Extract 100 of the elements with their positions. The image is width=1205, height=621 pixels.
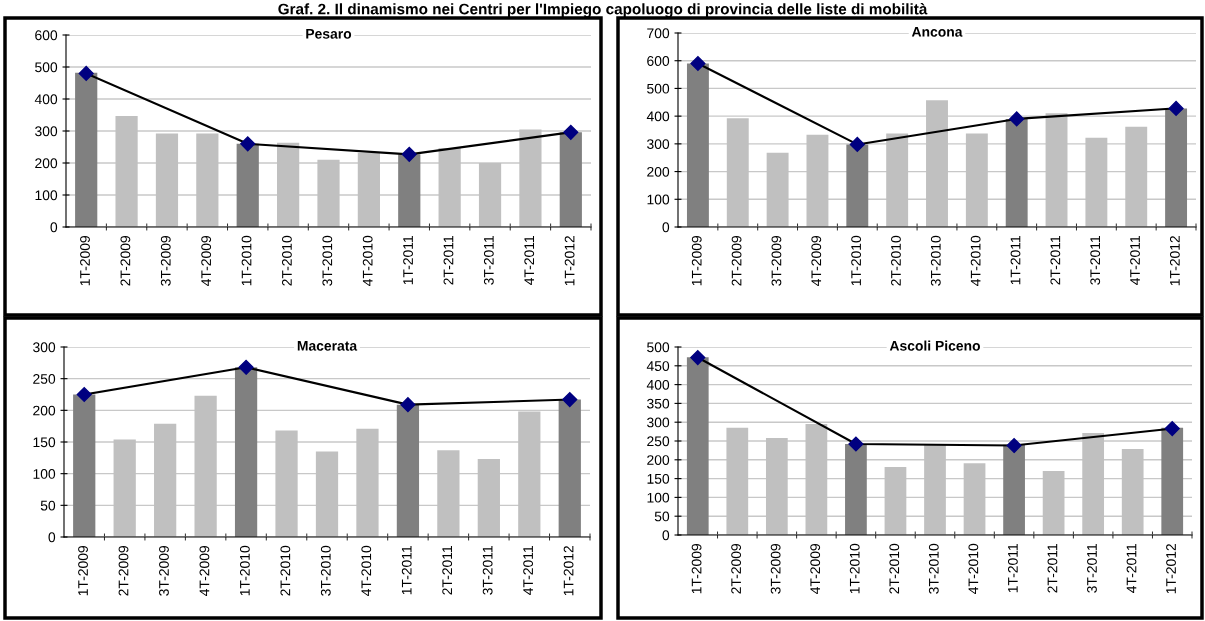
y-tick-label: 250 bbox=[33, 374, 56, 384]
x-tick-label: 3T-2011 bbox=[483, 236, 494, 285]
x-tick-label: 1T-2010 bbox=[849, 543, 860, 594]
x-tick-label: 1T-2009 bbox=[691, 543, 702, 594]
x-tick-label: 4T-2009 bbox=[810, 543, 821, 594]
x-tick-label: 1T-2012 bbox=[563, 546, 574, 596]
x-tick-label: 1T-2009 bbox=[78, 545, 88, 596]
x-tick-label: 4T-2010 bbox=[361, 545, 372, 596]
bar bbox=[686, 63, 709, 227]
x-tick-label: 3T-2010 bbox=[930, 235, 941, 286]
y-tick-label: 350 bbox=[647, 398, 670, 409]
chart-title: Macerata bbox=[297, 341, 358, 351]
x-tick-label: 3T-2011 bbox=[1087, 544, 1097, 593]
x-tick-label: 4T-2010 bbox=[970, 235, 981, 286]
bar bbox=[1005, 118, 1028, 227]
x-tick-label: 3T-2011 bbox=[1090, 236, 1101, 285]
x-tick-label: 2T-2011 bbox=[442, 546, 453, 595]
y-tick-label: 300 bbox=[35, 126, 58, 137]
y-tick-label: 500 bbox=[647, 83, 670, 94]
y-tick-label: 0 bbox=[662, 222, 670, 233]
x-tick-label: 4T-2009 bbox=[811, 235, 822, 286]
x-tick-label: 2T-2010 bbox=[889, 543, 900, 594]
y-tick-label: 150 bbox=[33, 437, 56, 448]
x-tick-label: 1T-2011 bbox=[403, 236, 413, 285]
x-tick-label: 4T-2009 bbox=[201, 235, 212, 286]
y-tick-label: 50 bbox=[654, 511, 670, 522]
bar bbox=[398, 154, 421, 227]
x-tick-label: 1T-2010 bbox=[241, 235, 252, 286]
y-tick-label: 100 bbox=[35, 190, 58, 201]
x-tick-label: 2T-2011 bbox=[1050, 236, 1061, 285]
y-tick-label: 200 bbox=[647, 166, 670, 177]
bar bbox=[1165, 108, 1188, 227]
x-tick-label: 4T-2011 bbox=[524, 236, 535, 285]
x-tick-label: 1T-2011 bbox=[1007, 544, 1018, 593]
x-tick-label: 2T-2009 bbox=[120, 235, 131, 286]
y-tick-label: 600 bbox=[647, 56, 670, 66]
x-tick-label: 3T-2009 bbox=[771, 235, 782, 286]
x-tick-label: 1T-2009 bbox=[691, 235, 702, 286]
bar bbox=[1003, 444, 1025, 535]
x-tick-label: 2T-2009 bbox=[731, 235, 742, 286]
x-tick-label: 3T-2009 bbox=[160, 235, 171, 286]
bar bbox=[559, 132, 582, 227]
x-tick-label: 3T-2009 bbox=[159, 545, 169, 596]
y-tick-label: 300 bbox=[647, 139, 670, 150]
x-tick-label: 1T-2011 bbox=[1010, 236, 1021, 285]
x-tick-label: 1T-2009 bbox=[80, 235, 90, 286]
bar bbox=[686, 357, 709, 535]
chart-title: Ascoli Piceno bbox=[889, 340, 980, 351]
y-tick-label: 150 bbox=[647, 473, 670, 484]
y-tick-label: 0 bbox=[50, 222, 58, 233]
y-tick-label: 200 bbox=[647, 455, 670, 465]
x-tick-label: 4T-2011 bbox=[1126, 544, 1137, 593]
x-tick-label: 2T-2011 bbox=[1047, 544, 1058, 593]
x-tick-label: 3T-2011 bbox=[482, 546, 493, 595]
x-tick-label: 2T-2010 bbox=[282, 235, 292, 286]
y-tick-label: 400 bbox=[646, 111, 670, 122]
bar bbox=[558, 399, 581, 537]
x-tick-label: 1T-2011 bbox=[401, 546, 412, 595]
x-tick-label: 1T-2012 bbox=[564, 236, 575, 286]
text: Graf. 2. Il dinamismo nei Centri per l'Impiego capoluogo di provincia delle liste di mobilità bbox=[278, 3, 928, 18]
bar bbox=[845, 444, 867, 535]
x-tick-label: 4T-2010 bbox=[362, 235, 373, 286]
y-tick-label: 200 bbox=[35, 158, 58, 169]
y-tick-label: 300 bbox=[647, 417, 670, 428]
x-tick-label: 2T-2010 bbox=[891, 235, 901, 286]
chart-title: Ancona bbox=[911, 27, 963, 37]
y-tick-label: 450 bbox=[646, 361, 670, 371]
bar bbox=[75, 72, 98, 227]
y-tick-label: 50 bbox=[40, 500, 56, 511]
bar bbox=[1161, 427, 1184, 535]
y-tick-label: 500 bbox=[35, 62, 58, 73]
y-tick-label: 500 bbox=[647, 342, 670, 353]
bar bbox=[396, 404, 420, 537]
x-tick-label: 1T-2012 bbox=[1166, 544, 1176, 594]
bar bbox=[234, 367, 258, 537]
bar bbox=[846, 144, 869, 227]
y-tick-label: 0 bbox=[48, 532, 56, 543]
y-tick-label: 100 bbox=[647, 492, 670, 503]
y-tick-label: 100 bbox=[647, 194, 670, 205]
bar bbox=[73, 394, 96, 537]
y-tick-label: 300 bbox=[33, 342, 56, 353]
x-tick-label: 2T-2010 bbox=[280, 545, 291, 596]
y-tick-label: 0 bbox=[662, 530, 670, 541]
y-tick-label: 400 bbox=[34, 94, 58, 105]
x-tick-label: 1T-2010 bbox=[851, 235, 862, 286]
x-tick-label: 3T-2009 bbox=[770, 543, 781, 594]
x-tick-label: 3T-2010 bbox=[322, 235, 333, 286]
x-tick-label: 2T-2011 bbox=[443, 236, 454, 285]
x-tick-label: 1T-2012 bbox=[1169, 236, 1180, 286]
y-tick-label: 250 bbox=[647, 436, 670, 447]
y-tick-label: 600 bbox=[35, 30, 58, 41]
x-tick-label: 2T-2009 bbox=[731, 543, 742, 594]
y-tick-label: 200 bbox=[33, 405, 56, 416]
x-tick-label: 4T-2009 bbox=[199, 545, 210, 596]
y-tick-label: 700 bbox=[647, 28, 670, 39]
x-tick-label: 2T-2009 bbox=[118, 545, 129, 596]
chart-title: Pesaro bbox=[306, 29, 352, 39]
x-tick-label: 1T-2010 bbox=[239, 545, 250, 596]
x-tick-label: 3T-2010 bbox=[928, 543, 939, 594]
x-tick-label: 4T-2010 bbox=[968, 543, 979, 594]
